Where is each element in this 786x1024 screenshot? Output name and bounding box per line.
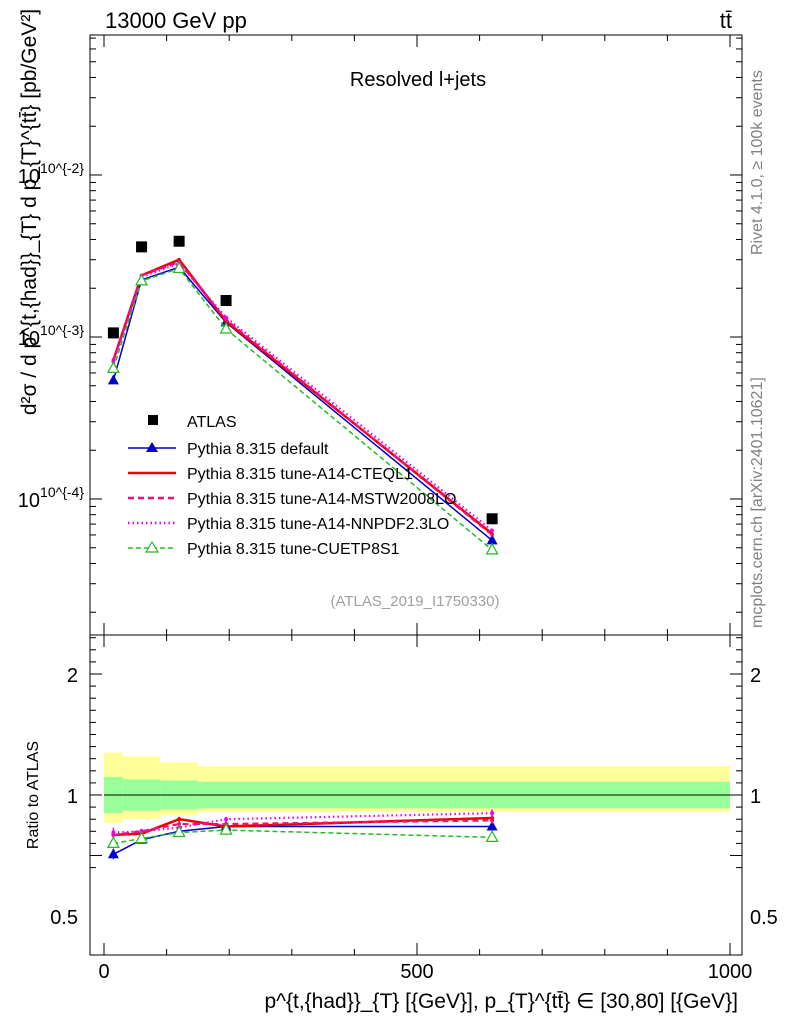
ratio-series-marker-4: [219, 822, 233, 835]
ratio-ytick-label-left-0.5: 0.5: [50, 907, 78, 929]
ratio-y-ticks: [90, 637, 742, 869]
main-series-line-4: [112, 262, 493, 532]
ratio-ytick-label-left-1: 1: [67, 786, 78, 808]
ratio-series-line-2: [113, 819, 493, 837]
ratio-series-marker-3: [139, 829, 144, 834]
main-series-marker-4: [224, 315, 228, 320]
main-y-ticks: [90, 37, 742, 613]
legend-marker-cuetp8s1: [144, 540, 160, 553]
ytick-exp-1e-2: 10^{-2}: [40, 160, 84, 176]
ratio-series-marker-4: [106, 836, 120, 849]
side-label-mcplots: mcplots.cern.ch [arXiv:2401.10621]: [749, 377, 766, 628]
ratio-series-line-4: [113, 829, 493, 845]
xtick-label-500: 500: [400, 961, 433, 983]
legend-marker-default: [146, 442, 158, 452]
ratio-panel: 0.5 1 2 0.5 1 2 Ratio to ATLAS 0 500 100…: [25, 634, 778, 1013]
main-series-marker-5: [485, 542, 499, 555]
main-series-marker-4: [490, 528, 494, 533]
xtick-label-1000: 1000: [708, 961, 753, 983]
ratio-series-marker-0: [107, 848, 119, 859]
ratio-series-marker-4: [172, 825, 186, 838]
legend-label-default: Pythia 8.315 default: [187, 441, 329, 458]
main-series-marker-1: [486, 534, 498, 545]
ratio-series-marker-4: [135, 831, 149, 844]
atlas-data-point: [136, 241, 148, 253]
atlas-data-point: [220, 294, 232, 306]
side-label-rivet: Rivet 4.1.0, ≥ 100k events: [749, 70, 766, 255]
ratio-bands: [104, 752, 730, 823]
atlas-data-point: [486, 513, 498, 525]
header-right: tt̄: [720, 8, 732, 33]
legend-label-cuetp8s1: Pythia 8.315 tune-CUETP8S1: [187, 541, 400, 558]
ratio-series-marker-3: [111, 830, 116, 835]
header-left: 13000 GeV pp: [105, 8, 247, 33]
atlas-data-point: [107, 327, 119, 339]
main-series-marker-5: [106, 361, 120, 373]
ratio-ytick-label-right-2: 2: [750, 665, 761, 687]
legend-label-cteql1: Pythia 8.315 tune-A14-CTEQL1: [187, 466, 413, 483]
main-ytick-label-1e-4: 1010^{-4}: [18, 484, 85, 512]
legend-label-atlas: ATLAS: [187, 414, 237, 431]
main-y-axis-label: d²σ / d p^{t,{had}}_{T} d p_{T}^{tt̄} [p…: [18, 9, 41, 415]
ytick-exp-1e-4: 10^{-4}: [40, 484, 84, 500]
main-chart-title: Resolved l+jets: [350, 69, 486, 91]
atlas-data-point: [173, 235, 185, 247]
ratio-series-group: [106, 809, 499, 860]
ratio-series-marker-1: [177, 817, 182, 822]
ratio-series-marker-4: [485, 830, 499, 842]
ratio-ytick-label-left-2: 2: [67, 665, 78, 687]
legend-marker-atlas: [148, 415, 158, 425]
legend-label-nnpdf: Pythia 8.315 tune-A14-NNPDF2.3LO: [187, 516, 449, 533]
legend: ATLAS Pythia 8.315 default Pythia 8.315 …: [128, 414, 456, 558]
ratio-series-marker-0: [486, 820, 498, 831]
ratio-series-line-0: [113, 825, 493, 855]
main-series-marker-5: [172, 261, 186, 274]
ratio-y-axis-label: Ratio to ATLAS: [25, 741, 42, 849]
main-series-group: [106, 235, 499, 555]
main-series-marker-1: [107, 374, 119, 385]
ratio-series-marker-3: [490, 811, 495, 816]
ratio-series-marker-2: [490, 818, 495, 823]
ratio-x-ticks: [103, 635, 731, 955]
main-series-marker-5: [219, 321, 233, 334]
ratio-series-marker-3: [224, 817, 229, 822]
x-axis-label: p^{t,{had}}_{T} [{GeV}], p_{T}^{tt̄} ∈ […: [264, 990, 738, 1013]
main-series-marker-3: [490, 533, 494, 537]
ratio-series-line-3: [113, 812, 493, 834]
main-series-marker-5: [135, 273, 149, 286]
ratio-series-marker-2: [177, 822, 182, 827]
legend-label-mstw: Pythia 8.315 tune-A14-MSTW2008LO: [187, 491, 456, 508]
ytick-exp-1e-3: 10^{-3}: [40, 322, 84, 338]
ratio-ytick-label-right-1: 1: [750, 786, 761, 808]
xtick-label-0: 0: [98, 961, 109, 983]
main-panel: 1010^{-4} 1010^{-3} 1010^{-2} d²σ / d p^…: [18, 9, 743, 636]
ratio-ytick-label-right-0.5: 0.5: [750, 907, 778, 929]
main-x-ticks: [103, 35, 731, 635]
analysis-label: (ATLAS_2019_I1750330): [330, 593, 499, 610]
